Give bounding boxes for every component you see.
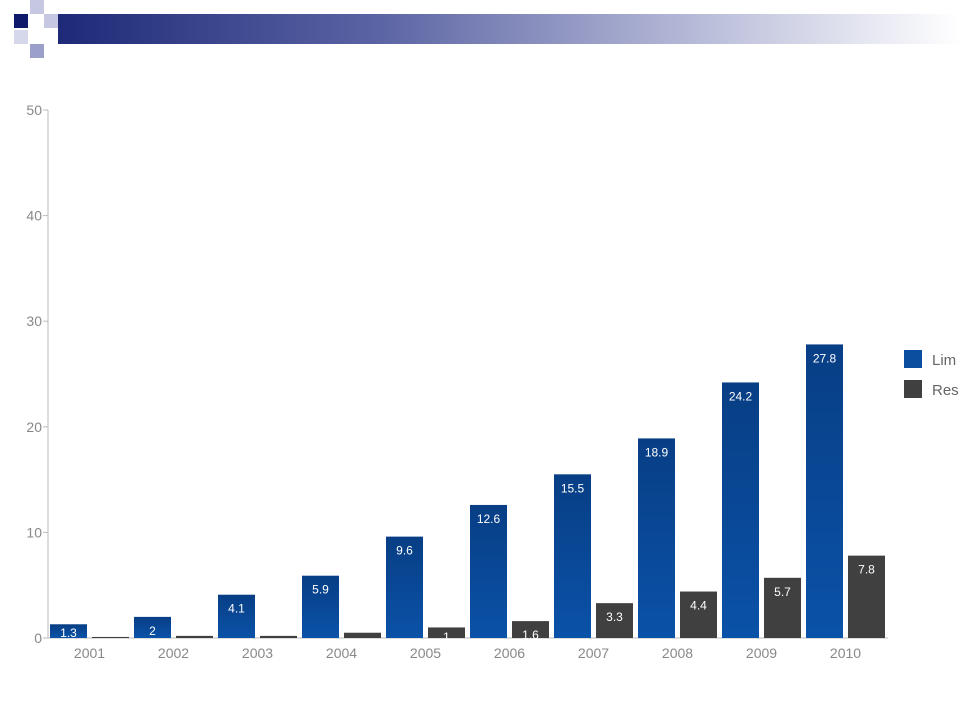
data-label-series-2: 1 xyxy=(443,630,450,644)
bar-series-1 xyxy=(554,474,591,638)
data-label-series-2: 7.8 xyxy=(858,563,875,577)
legend-label-series-2: Res xyxy=(932,382,959,399)
bar-series-1 xyxy=(638,438,675,638)
data-label-series-1: 24.2 xyxy=(729,389,753,403)
decor-square-light xyxy=(30,0,44,14)
y-tick-label: 0 xyxy=(34,630,42,646)
data-label-series-1: 27.8 xyxy=(813,351,837,365)
data-label-series-1: 2 xyxy=(149,624,156,638)
data-label-series-2: 4.4 xyxy=(690,599,707,613)
bar-series-2 xyxy=(680,591,717,638)
data-label-series-1: 1.3 xyxy=(60,626,77,640)
data-label-series-1: 15.5 xyxy=(561,481,585,495)
slide-header-decoration xyxy=(0,0,960,60)
x-tick-label: 2005 xyxy=(410,645,441,661)
x-tick-label: 2010 xyxy=(830,645,861,661)
bar-series-1 xyxy=(470,504,507,638)
decor-square-light xyxy=(14,30,28,44)
bar-series-2 xyxy=(512,621,549,638)
x-tick-label: 2009 xyxy=(746,645,777,661)
legend-swatch-series-2 xyxy=(904,380,922,398)
bar-series-2 xyxy=(92,636,129,638)
bar-chart: 0 10 20 30 40 50 1.3 2 4.1 5.9 9.6 1 12.6 1.6 15.5 3.3… xyxy=(26,102,959,661)
x-tick-label: 2003 xyxy=(242,645,273,661)
bar-series-1 xyxy=(218,594,255,638)
data-label-series-1: 12.6 xyxy=(477,512,501,526)
decor-square-mid xyxy=(30,44,44,58)
data-label-series-2: 3.3 xyxy=(606,610,623,624)
bar-series-2 xyxy=(848,555,885,638)
bar-series-2 xyxy=(260,635,297,638)
bar-series-1 xyxy=(50,624,87,638)
decor-gradient-bar xyxy=(58,14,960,44)
bar-series-2 xyxy=(176,635,213,638)
bar-series-1 xyxy=(806,344,843,638)
data-label-series-1: 4.1 xyxy=(228,602,245,616)
x-tick-label: 2006 xyxy=(494,645,525,661)
legend-swatch-series-1 xyxy=(904,350,922,368)
x-tick-label: 2007 xyxy=(578,645,609,661)
legend-label-series-1: Lim xyxy=(932,352,956,369)
bar-series-2 xyxy=(428,627,465,638)
bar-series-1 xyxy=(386,536,423,638)
y-tick-label: 40 xyxy=(26,208,42,224)
y-tick-label: 10 xyxy=(26,524,42,540)
chart-legend: Lim Res xyxy=(904,350,959,399)
bar-series-2 xyxy=(764,577,801,638)
decor-square-light xyxy=(44,14,58,28)
data-label-series-1: 18.9 xyxy=(645,445,669,459)
bar-series-2 xyxy=(344,632,381,638)
data-label-series-1: 5.9 xyxy=(312,583,329,597)
chart-bars: 1.3 2 4.1 5.9 9.6 1 12.6 1.6 15.5 3.3 18.9 4.4 24.2 5… xyxy=(50,344,885,644)
x-tick-label: 2002 xyxy=(158,645,189,661)
x-tick-label: 2001 xyxy=(74,645,105,661)
x-axis-labels: 2001 2002 2003 2004 2005 2006 2007 2008 2009 2010 xyxy=(74,645,861,661)
data-label-series-2: 1.6 xyxy=(522,628,539,642)
bar-series-1 xyxy=(722,382,759,638)
data-label-series-2: 5.7 xyxy=(774,585,791,599)
bar-series-1 xyxy=(134,616,171,638)
x-tick-label: 2008 xyxy=(662,645,693,661)
bar-series-2 xyxy=(596,603,633,638)
x-tick-label: 2004 xyxy=(326,645,357,661)
y-tick-label: 30 xyxy=(26,313,42,329)
data-label-series-1: 9.6 xyxy=(396,544,413,558)
decor-square-navy xyxy=(14,14,28,28)
y-tick-label: 50 xyxy=(26,102,42,118)
y-tick-label: 20 xyxy=(26,419,42,435)
bar-series-1 xyxy=(302,575,339,638)
